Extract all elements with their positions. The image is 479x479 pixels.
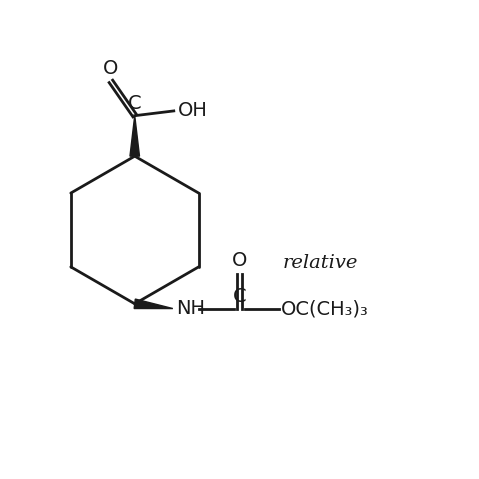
Text: C: C xyxy=(128,94,141,113)
Text: OC(CH₃)₃: OC(CH₃)₃ xyxy=(281,299,368,318)
Text: NH: NH xyxy=(176,299,205,318)
Text: relative: relative xyxy=(283,254,358,272)
Text: OH: OH xyxy=(178,102,207,120)
Text: O: O xyxy=(232,251,247,271)
Text: O: O xyxy=(103,58,119,78)
Text: C: C xyxy=(233,287,246,306)
Polygon shape xyxy=(130,116,139,156)
Polygon shape xyxy=(134,299,173,308)
